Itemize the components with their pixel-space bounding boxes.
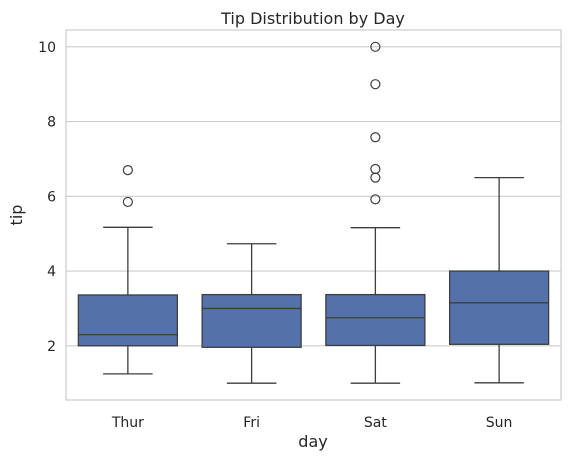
x-tick-label: Sat [364,415,387,431]
x-tick-label: Sun [486,415,513,431]
outlier-point [122,196,133,208]
outlier-point [370,163,381,175]
x-axis-label: day [298,432,327,451]
box-sat [325,41,426,384]
x-tick-label: Fri [243,415,260,431]
outlier-point [370,79,381,90]
iqr-box [201,293,302,348]
iqr-box [448,270,550,345]
y-tick-label: 8 [47,115,56,131]
chart-title: Tip Distribution by Day [220,9,405,28]
box-sun [448,176,550,384]
y-tick-label: 6 [47,189,56,205]
iqr-box [77,294,179,347]
box-thur [77,165,179,375]
y-tick-label: 4 [47,264,56,280]
outlier-point [370,41,381,52]
plot-frame [65,29,562,401]
y-axis-label: tip [7,205,26,226]
iqr-box [325,293,426,347]
outlier-point [370,172,381,183]
outlier-point [370,194,381,205]
x-tick-labels: Thur Fri Sat Sun [111,415,513,431]
boxes-layer [77,41,550,384]
y-tick-label: 2 [47,339,56,355]
box-fri [201,243,302,384]
outlier-point [370,132,381,143]
x-tick-label: Thur [111,415,144,431]
y-tick-label: 10 [38,40,56,56]
outlier-point [122,165,133,176]
y-tick-labels: 2 4 6 8 10 [38,40,56,355]
